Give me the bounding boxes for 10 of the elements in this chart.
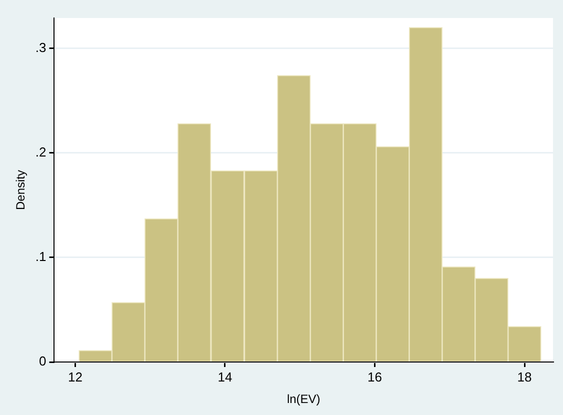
x-tick-label: 16 [368, 369, 382, 384]
x-tick-label: 12 [68, 369, 82, 384]
y-tick-label: 0 [39, 354, 46, 369]
y-tick-label: .2 [35, 144, 46, 160]
x-tick-label: 18 [517, 369, 532, 384]
x-tick-label: 14 [218, 369, 232, 384]
y-tick-label: .3 [35, 40, 46, 55]
x-axis-title: ln(EV) [286, 392, 320, 406]
y-axis-title: Density [14, 170, 28, 210]
y-tick-label: .1 [35, 249, 46, 264]
